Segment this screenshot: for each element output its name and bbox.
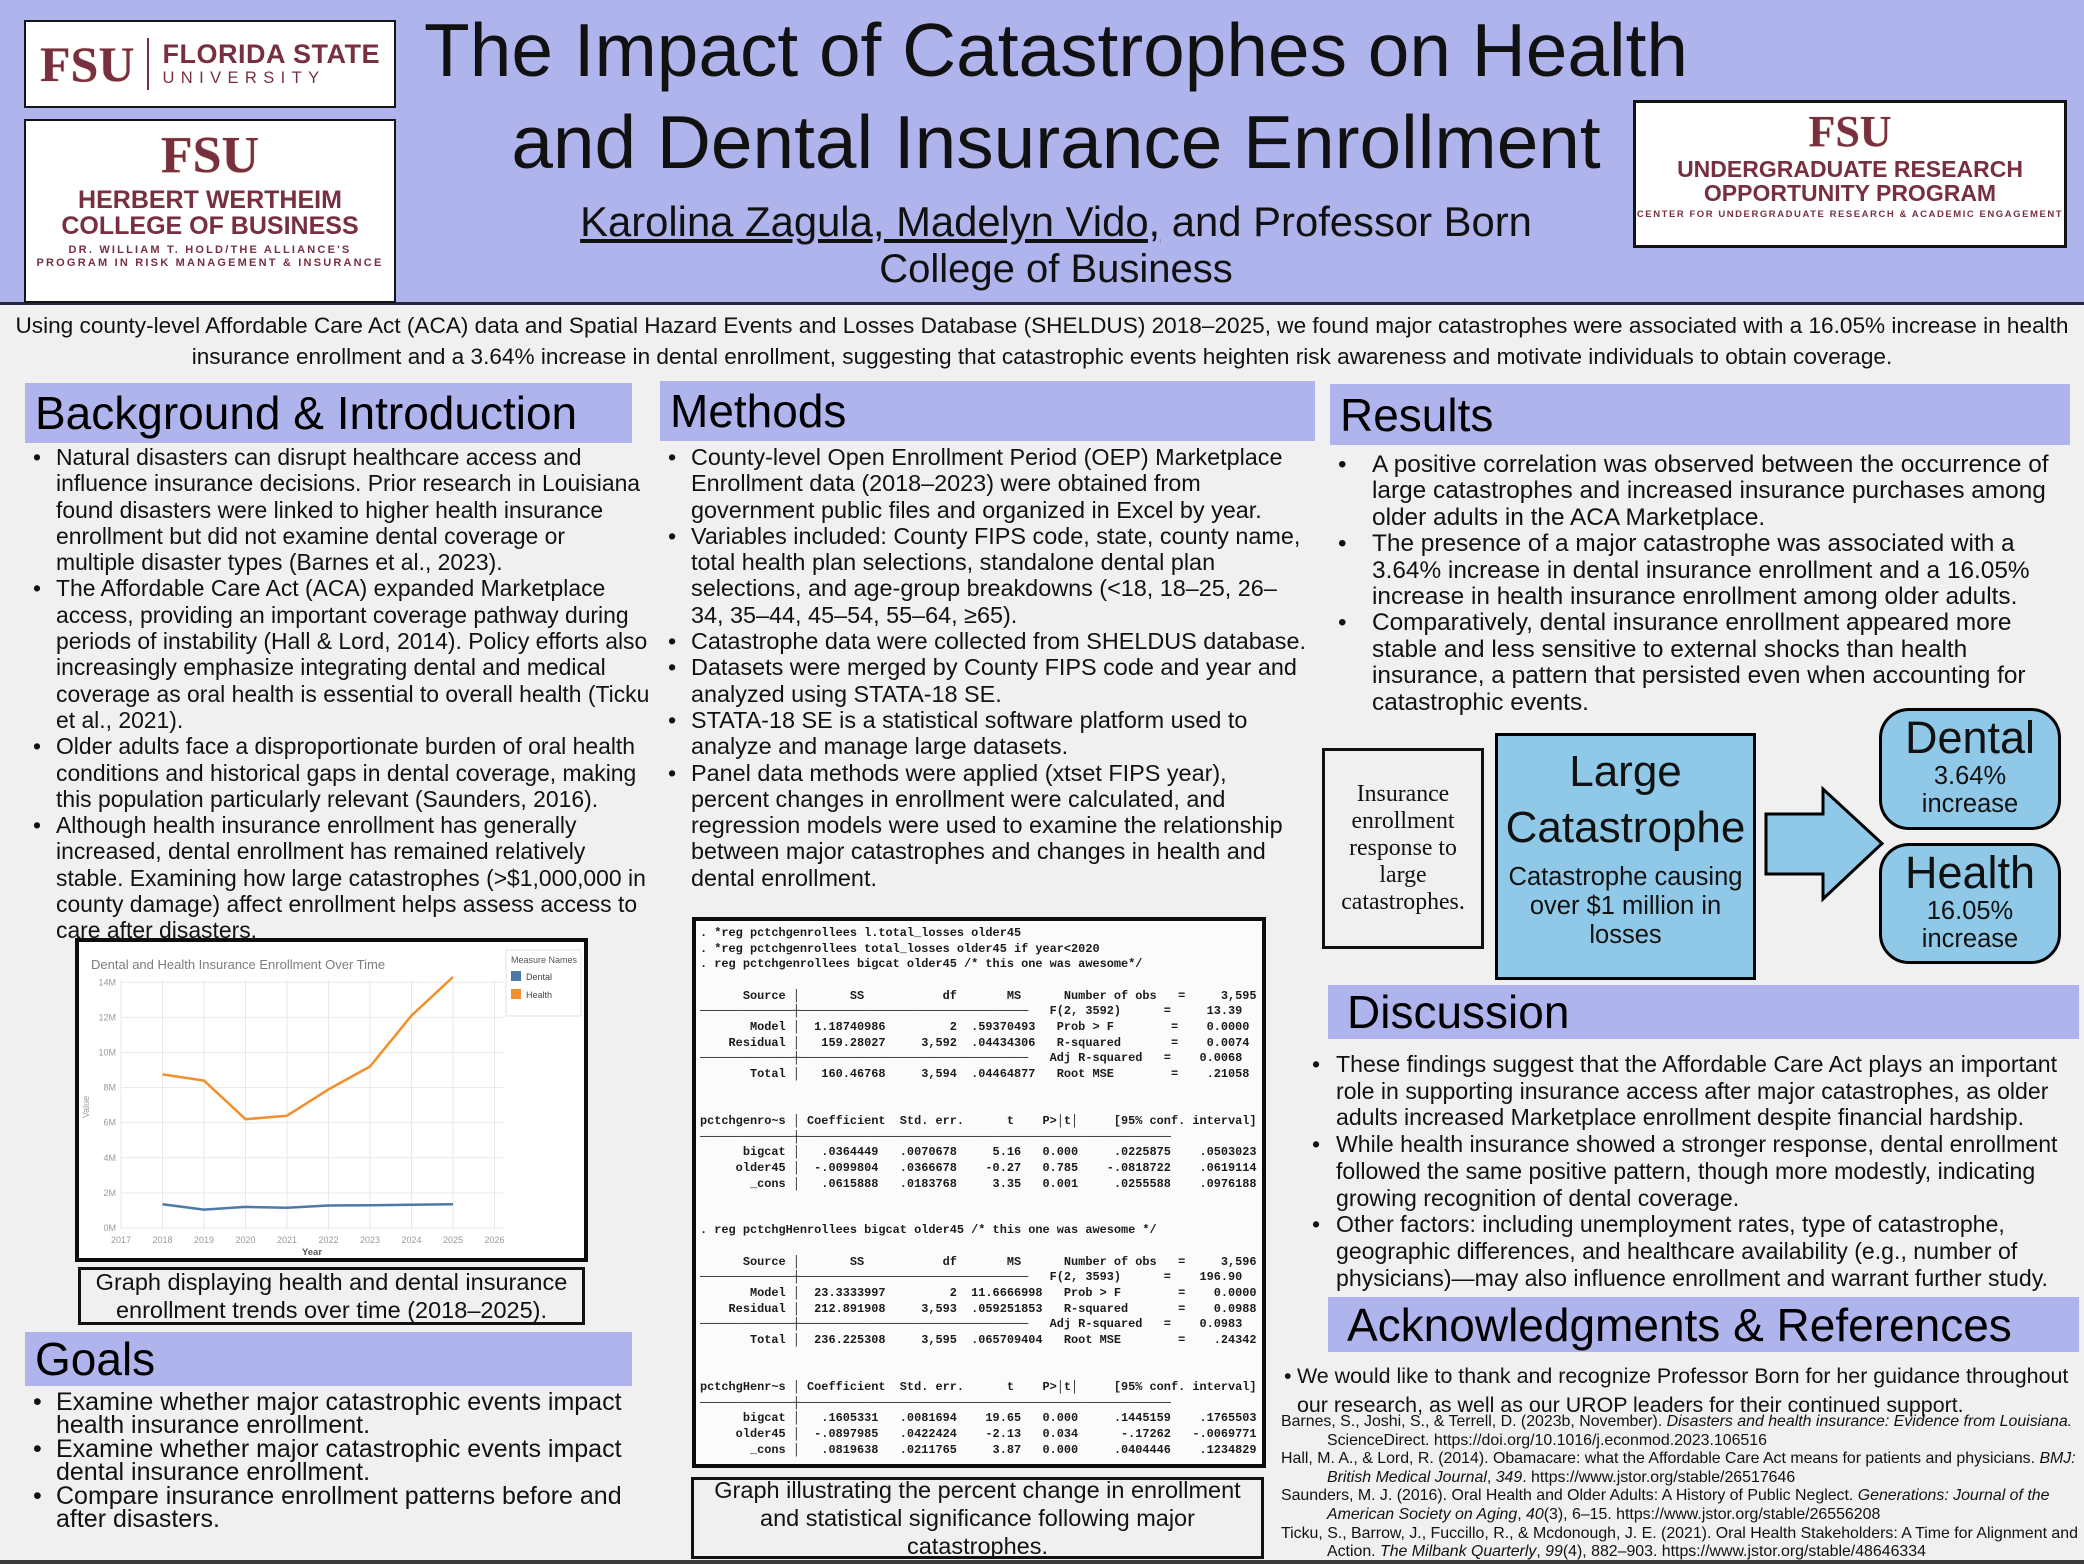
svg-text:2021: 2021	[277, 1235, 297, 1245]
svg-text:2025: 2025	[443, 1235, 463, 1245]
svg-text:14M: 14M	[98, 977, 116, 987]
svg-text:4M: 4M	[103, 1153, 116, 1163]
svg-text:Measure Names: Measure Names	[511, 955, 578, 965]
svg-text:6M: 6M	[103, 1118, 116, 1128]
svg-text:2019: 2019	[194, 1235, 214, 1245]
svg-text:Value: Value	[81, 1096, 91, 1118]
svg-text:2018: 2018	[152, 1235, 172, 1245]
svg-text:2023: 2023	[360, 1235, 380, 1245]
svg-text:2024: 2024	[401, 1235, 421, 1245]
svg-text:8M: 8M	[103, 1083, 116, 1093]
svg-text:2020: 2020	[235, 1235, 255, 1245]
svg-text:2017: 2017	[111, 1235, 131, 1245]
svg-text:Dental: Dental	[526, 972, 552, 982]
svg-text:2022: 2022	[318, 1235, 338, 1245]
svg-text:Dental and Health Insurance En: Dental and Health Insurance Enrollment O…	[91, 957, 385, 972]
svg-text:Year: Year	[302, 1247, 322, 1258]
svg-text:Health: Health	[526, 990, 552, 1000]
svg-text:2026: 2026	[484, 1235, 504, 1245]
svg-text:10M: 10M	[98, 1048, 116, 1058]
svg-text:0M: 0M	[103, 1223, 116, 1233]
svg-text:12M: 12M	[98, 1012, 116, 1022]
svg-text:2M: 2M	[103, 1188, 116, 1198]
